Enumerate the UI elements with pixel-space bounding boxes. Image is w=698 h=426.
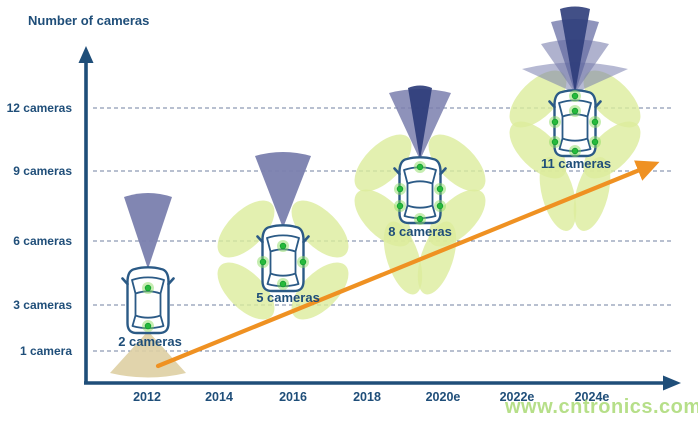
- y-tick-label-6: 6 cameras: [13, 234, 72, 248]
- x-tick-label-2022e: 2022e: [499, 390, 535, 404]
- y-tick-label-3: 3 cameras: [13, 298, 72, 312]
- x-tick-label-2018: 2018: [353, 390, 381, 404]
- data-label-5-cameras: 5 cameras: [256, 290, 320, 305]
- trend-arrow: [155, 160, 660, 369]
- axes: [84, 60, 666, 385]
- x-tick-label-2016: 2016: [279, 390, 307, 404]
- x-tick-label-2012: 2012: [133, 390, 161, 404]
- rear-camera-fov-cone: [110, 331, 186, 378]
- data-label-11-cameras: 11 cameras: [540, 156, 612, 171]
- data-label-2-cameras: 2 cameras: [118, 334, 182, 349]
- watermark-text: www.cntronics.com: [505, 396, 698, 418]
- chart-title: Number of cameras: [28, 13, 150, 28]
- y-tick-label-1: 1 camera: [19, 344, 72, 358]
- front-camera-fov-cones: [124, 6, 628, 269]
- surround-camera-fov-petals: [217, 70, 641, 320]
- x-axis-arrowhead: [663, 375, 681, 391]
- x-tick-label-2020e: 2020e: [425, 390, 461, 404]
- x-tick-label-2014: 2014: [205, 390, 233, 404]
- data-label-8-cameras: 8 cameras: [388, 224, 452, 239]
- y-axis-arrowhead: [78, 46, 94, 63]
- y-tick-label-12: 12 cameras: [6, 101, 72, 115]
- y-tick-label-9: 9 cameras: [13, 164, 72, 178]
- x-tick-label-2024e: 2024e: [574, 390, 610, 404]
